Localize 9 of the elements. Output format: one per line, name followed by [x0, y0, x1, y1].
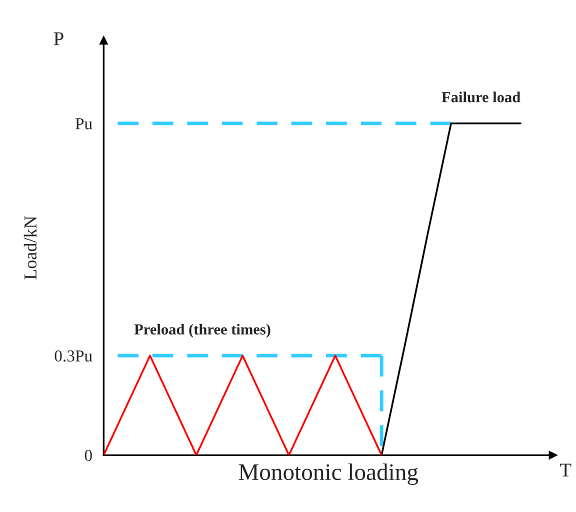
annotation: Failure load [442, 92, 520, 102]
y-tick-label: 0.3Pu [54, 350, 92, 362]
y-tick-label: 0 [84, 450, 92, 462]
x-axis-title: Monotonic loading [238, 464, 418, 485]
annotation: Preload (three times) [134, 324, 270, 338]
text: P [54, 32, 64, 46]
y-axis-title: Load/kN [24, 216, 37, 280]
text: T [560, 464, 572, 476]
y-tick-label: Pu [75, 118, 92, 130]
